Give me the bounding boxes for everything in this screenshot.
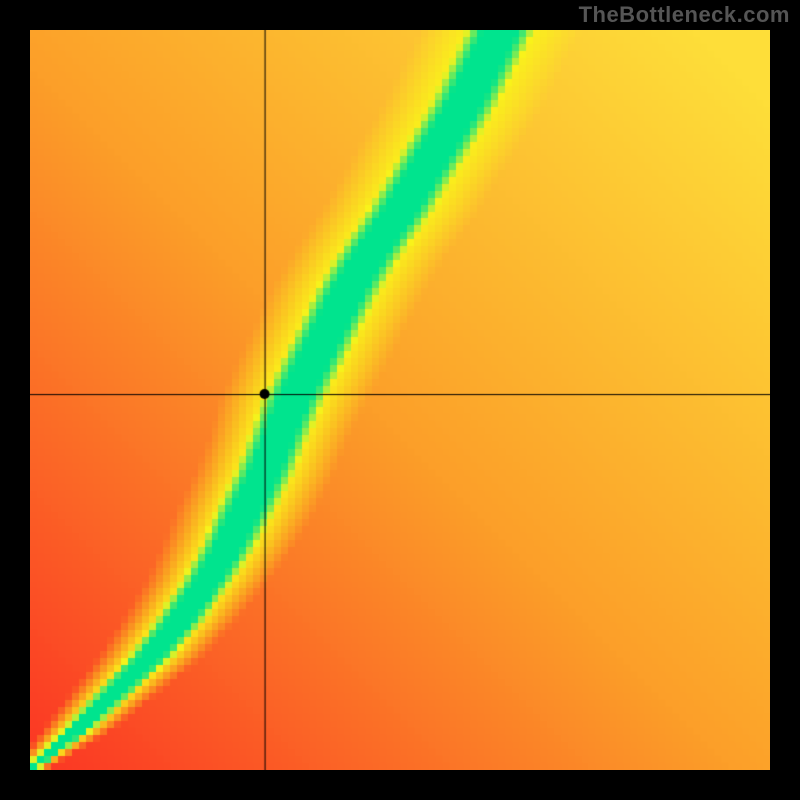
heatmap-plot [30,30,770,770]
watermark-text: TheBottleneck.com [579,2,790,28]
chart-outer-frame: TheBottleneck.com [0,0,800,800]
heatmap-canvas [30,30,770,770]
